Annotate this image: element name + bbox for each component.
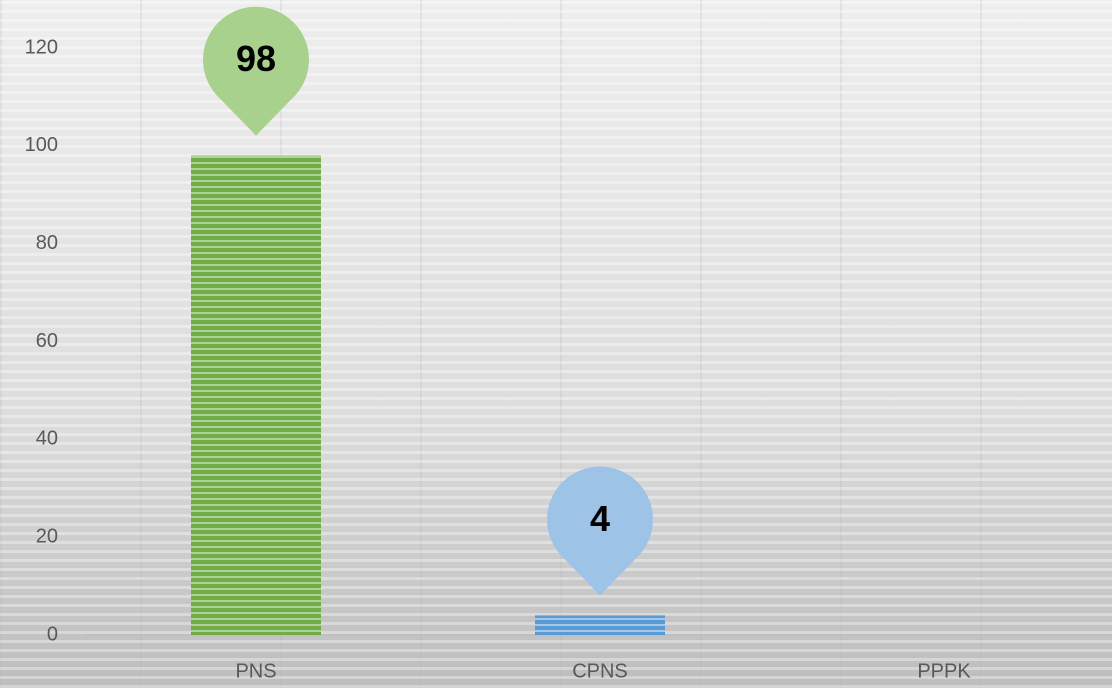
data-label-pin [203,6,310,136]
y-tick-label: 80 [36,232,58,254]
y-tick-label: 20 [36,525,58,547]
y-tick-label: 120 [25,36,58,58]
bar-texture [191,155,321,635]
y-tick-label: 60 [36,330,58,352]
y-tick-label: 40 [36,428,58,450]
x-tick-label: PPPK [917,660,971,682]
data-label: 98 [236,38,276,79]
x-tick-label: PNS [235,660,276,682]
data-label: 4 [590,498,610,539]
x-tick-label: CPNS [572,660,628,682]
y-tick-label: 100 [25,134,58,156]
bar-texture [535,615,665,635]
data-label-pin [547,466,653,596]
y-tick-label: 0 [47,623,58,645]
